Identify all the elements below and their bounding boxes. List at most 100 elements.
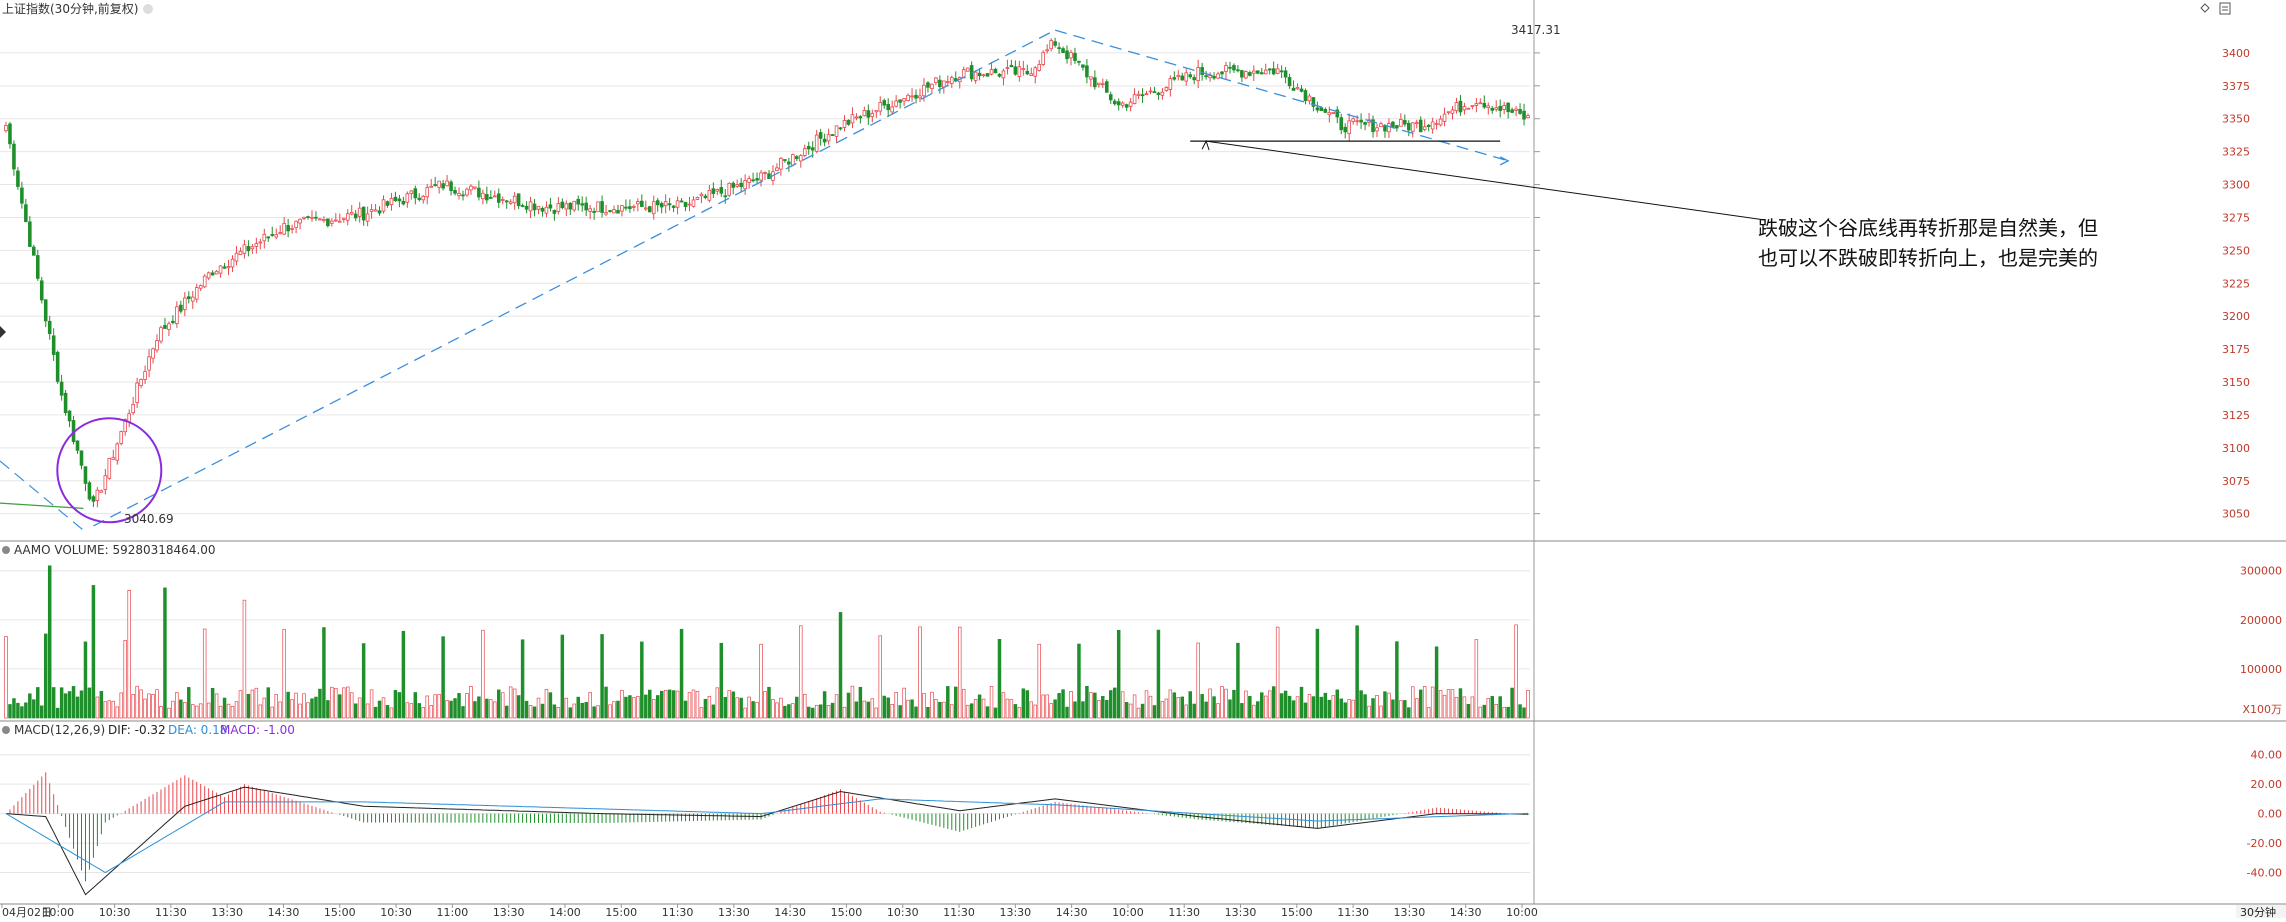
candle-body — [1188, 74, 1193, 78]
candle-body — [596, 201, 600, 213]
volume-bar — [799, 625, 803, 719]
candle-body — [1093, 77, 1097, 88]
candle-body — [930, 83, 934, 89]
volume-bar — [4, 636, 8, 719]
volume-dropdown-icon[interactable] — [2, 546, 10, 554]
candle-body — [636, 201, 640, 205]
time-tick-label: 15:00 — [1281, 906, 1313, 918]
volume-bar — [1462, 696, 1467, 719]
volume-bar — [441, 636, 445, 719]
macd-dropdown-icon[interactable] — [2, 726, 10, 734]
candle-body — [1244, 71, 1248, 79]
candle-body — [469, 185, 473, 191]
volume-bar — [1124, 701, 1129, 719]
candle-body — [524, 205, 529, 210]
volume-bar — [552, 704, 557, 719]
volume-bar — [942, 701, 946, 719]
diamond-icon[interactable] — [2200, 3, 2210, 13]
volume-bar — [465, 693, 469, 719]
candle-body — [405, 193, 410, 203]
price-tick-label: 3375 — [2222, 80, 2250, 93]
window-icon[interactable] — [2219, 2, 2231, 15]
volume-bar — [1454, 696, 1459, 719]
volume-bar — [389, 707, 394, 719]
volume-bar — [604, 686, 608, 719]
volume-bar — [413, 692, 418, 719]
candle-body — [1490, 107, 1495, 111]
volume-bar — [1327, 699, 1332, 719]
candle-body — [1184, 72, 1189, 82]
candle-body — [818, 132, 823, 139]
candle-body — [151, 348, 155, 359]
trend-arrowhead — [1499, 156, 1510, 166]
candle-body — [1502, 105, 1506, 110]
volume-bar — [878, 635, 882, 719]
period-button-bg[interactable] — [2236, 905, 2286, 918]
candle-body — [671, 205, 676, 208]
volume-bar — [1140, 703, 1145, 719]
volume-bar — [453, 698, 457, 719]
candle-body — [365, 213, 370, 222]
volume-bar — [83, 641, 88, 719]
volume-bar — [306, 702, 310, 719]
candle-body — [349, 211, 354, 215]
candle-body — [1474, 103, 1479, 106]
candle-body — [238, 250, 243, 255]
candle-body — [842, 120, 847, 128]
volume-bar — [524, 700, 529, 719]
candle-body — [159, 327, 163, 342]
volume-bar — [946, 686, 950, 719]
volume-bar — [405, 702, 410, 719]
time-tick-label: 11:00 — [437, 906, 469, 918]
candle-body — [791, 154, 795, 166]
volume-bar — [183, 702, 187, 719]
candle-body — [175, 306, 179, 324]
volume-bar — [1248, 696, 1252, 719]
volume-bar — [55, 707, 60, 719]
volume-bar — [969, 703, 974, 719]
candle-body — [250, 246, 255, 250]
candle-body — [338, 220, 342, 223]
volume-bar — [1526, 690, 1530, 719]
candle-body — [492, 195, 497, 198]
volume-bar — [775, 702, 779, 719]
candle-body — [663, 201, 668, 207]
volume-bar — [214, 693, 219, 719]
volume-bar — [791, 703, 795, 719]
volume-bar — [477, 696, 481, 719]
candle-body — [763, 172, 767, 174]
candle-body — [461, 194, 465, 197]
volume-bar — [461, 706, 465, 719]
time-tick-label: 14:30 — [1450, 906, 1482, 918]
candle-body — [47, 320, 52, 335]
candle-body — [989, 69, 994, 75]
title-dropdown-icon[interactable] — [143, 4, 153, 14]
candle-body — [1375, 127, 1379, 132]
candle-body — [24, 204, 28, 223]
volume-bar — [981, 698, 986, 719]
volume-bar — [1434, 646, 1439, 719]
volume-bar — [147, 693, 151, 719]
volume-bar — [783, 705, 787, 719]
candle-body — [560, 201, 565, 208]
volume-bar — [20, 706, 24, 719]
candle-body — [743, 180, 747, 190]
candle-body — [1307, 95, 1312, 102]
candle-body — [12, 143, 16, 170]
volume-bar — [1160, 701, 1165, 719]
candle-body — [357, 207, 362, 217]
volume-bar — [1073, 701, 1077, 719]
volume-bar — [286, 691, 290, 719]
candle-body — [977, 72, 982, 76]
volume-bar — [719, 642, 724, 719]
volume-bar — [1383, 691, 1387, 719]
volume-bar — [822, 691, 827, 719]
volume-bar — [910, 699, 914, 719]
candle-body — [997, 73, 1002, 77]
volume-bar — [1283, 690, 1288, 719]
candle-body — [993, 68, 998, 74]
period-button[interactable]: 30分钟 — [2240, 905, 2276, 919]
candle-body — [437, 180, 441, 188]
volume-bar — [906, 699, 910, 719]
volume-bar — [135, 685, 139, 719]
